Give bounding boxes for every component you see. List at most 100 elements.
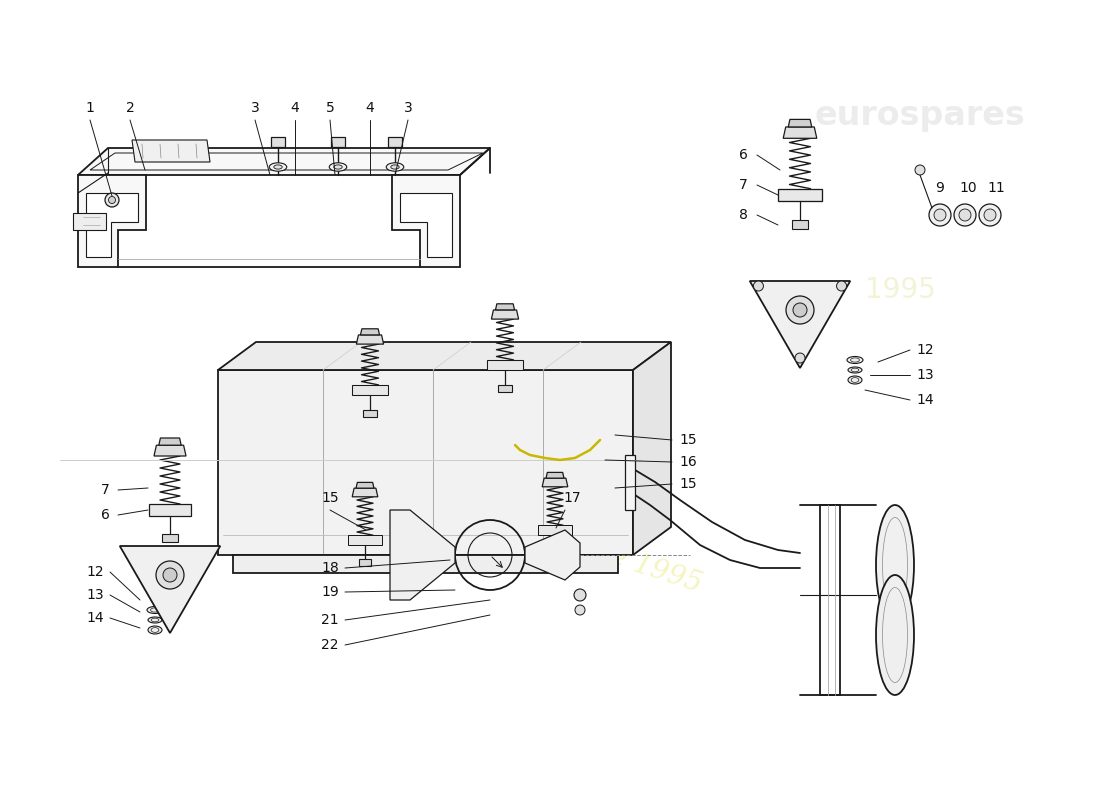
Text: 17: 17 [563, 491, 581, 505]
Text: 10: 10 [959, 181, 977, 195]
Text: 19: 19 [321, 585, 339, 599]
Circle shape [786, 296, 814, 324]
Ellipse shape [876, 505, 914, 625]
Polygon shape [218, 370, 632, 555]
Circle shape [959, 209, 971, 221]
Polygon shape [352, 385, 388, 395]
Polygon shape [783, 127, 817, 138]
Text: 6: 6 [738, 148, 747, 162]
Circle shape [574, 589, 586, 601]
Polygon shape [158, 438, 182, 445]
Polygon shape [233, 555, 618, 573]
Ellipse shape [848, 367, 862, 373]
Circle shape [837, 281, 847, 291]
Circle shape [163, 568, 177, 582]
Polygon shape [352, 488, 377, 497]
Ellipse shape [876, 575, 914, 695]
Polygon shape [162, 534, 178, 542]
Polygon shape [625, 455, 635, 510]
Circle shape [930, 204, 952, 226]
Text: 1: 1 [86, 101, 95, 115]
Polygon shape [778, 189, 822, 202]
Circle shape [754, 281, 763, 291]
Circle shape [934, 209, 946, 221]
Text: 7: 7 [100, 483, 109, 497]
Ellipse shape [147, 606, 163, 614]
Polygon shape [792, 220, 808, 229]
Text: 1995: 1995 [865, 276, 935, 304]
Polygon shape [632, 342, 671, 555]
Ellipse shape [148, 617, 162, 623]
Text: 11: 11 [987, 181, 1005, 195]
Text: 6: 6 [100, 508, 109, 522]
Text: 12: 12 [916, 343, 934, 357]
Polygon shape [750, 281, 850, 368]
Polygon shape [487, 360, 522, 370]
Text: 3: 3 [404, 101, 412, 115]
Polygon shape [331, 137, 345, 147]
Ellipse shape [148, 626, 162, 634]
Circle shape [793, 303, 807, 317]
Text: 16: 16 [679, 455, 697, 469]
Polygon shape [789, 119, 812, 127]
Text: 4: 4 [365, 101, 374, 115]
Polygon shape [390, 510, 455, 600]
Circle shape [104, 193, 119, 207]
Text: 12: 12 [86, 565, 103, 579]
Polygon shape [388, 137, 401, 147]
Circle shape [915, 165, 925, 175]
Text: 18: 18 [321, 561, 339, 575]
Polygon shape [359, 559, 372, 566]
Polygon shape [78, 175, 146, 267]
Ellipse shape [333, 165, 342, 169]
Text: 2: 2 [125, 101, 134, 115]
Polygon shape [356, 482, 374, 488]
Polygon shape [271, 137, 285, 147]
Text: a passion for parts since 1995: a passion for parts since 1995 [295, 442, 705, 598]
Text: 15: 15 [679, 477, 696, 491]
Polygon shape [400, 193, 452, 257]
Polygon shape [492, 310, 518, 319]
Text: eurospares: eurospares [815, 98, 1025, 131]
Circle shape [795, 353, 805, 363]
Polygon shape [73, 213, 106, 230]
Ellipse shape [390, 165, 399, 169]
Polygon shape [218, 342, 671, 370]
Text: 9: 9 [936, 181, 945, 195]
Polygon shape [154, 445, 186, 456]
Polygon shape [120, 546, 220, 633]
Circle shape [979, 204, 1001, 226]
Polygon shape [86, 193, 138, 257]
Ellipse shape [848, 376, 862, 384]
Polygon shape [538, 526, 572, 534]
Polygon shape [349, 535, 382, 545]
Circle shape [575, 605, 585, 615]
Ellipse shape [847, 357, 864, 363]
Ellipse shape [274, 165, 283, 169]
Polygon shape [525, 530, 580, 580]
Polygon shape [148, 504, 191, 516]
Text: 13: 13 [916, 368, 934, 382]
Text: 8: 8 [738, 208, 747, 222]
Polygon shape [549, 549, 561, 555]
Text: 13: 13 [86, 588, 103, 602]
Polygon shape [546, 472, 564, 478]
Polygon shape [363, 410, 377, 418]
Circle shape [109, 197, 116, 203]
Polygon shape [132, 140, 210, 162]
Ellipse shape [329, 162, 346, 171]
Text: 5: 5 [326, 101, 334, 115]
Text: 15: 15 [321, 491, 339, 505]
Polygon shape [498, 386, 512, 392]
Text: 15: 15 [679, 433, 696, 447]
Text: 3: 3 [251, 101, 260, 115]
Circle shape [984, 209, 996, 221]
Circle shape [954, 204, 976, 226]
Ellipse shape [270, 162, 287, 171]
Polygon shape [356, 335, 384, 344]
Text: 21: 21 [321, 613, 339, 627]
Polygon shape [495, 304, 515, 310]
Text: 4: 4 [290, 101, 299, 115]
Text: 14: 14 [916, 393, 934, 407]
Text: 14: 14 [86, 611, 103, 625]
